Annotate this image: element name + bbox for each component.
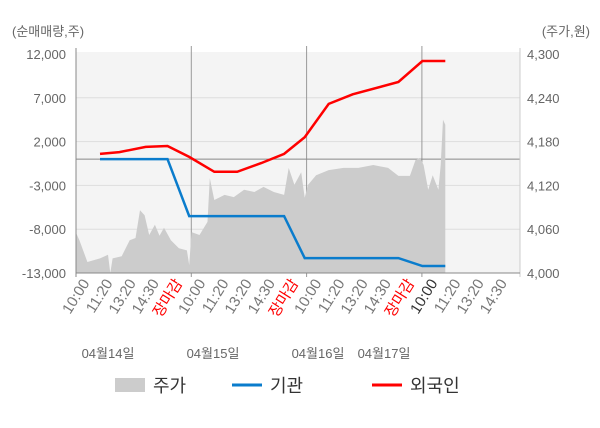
foreign-line: [99, 59, 446, 174]
left-tick-label: 12,000: [26, 47, 66, 62]
legend-swatch-price: [115, 378, 145, 392]
institution-line: [100, 157, 446, 268]
legend-label: 기관: [270, 376, 303, 396]
legend-label: 외국인: [410, 376, 460, 396]
right-tick-label: 4,000: [527, 266, 560, 281]
right-tick-label: 4,300: [527, 47, 560, 62]
right-tick-label: 4,060: [527, 222, 560, 237]
left-tick-label: -8,000: [29, 222, 66, 237]
left-axis-title: (순매매량,주): [12, 24, 84, 39]
right-axis-title: (주가,원): [542, 24, 590, 39]
left-tick-label: 2,000: [33, 135, 66, 150]
date-label: 04월17일: [358, 346, 411, 361]
left-tick-label: 7,000: [33, 91, 66, 106]
right-tick-label: 4,120: [527, 178, 560, 193]
right-tick-label: 4,240: [527, 91, 560, 106]
date-label: 04월15일: [187, 346, 240, 361]
legend-label: 주가: [153, 376, 186, 396]
left-tick-label: -13,000: [22, 266, 66, 281]
price-area: [76, 119, 446, 273]
left-tick-label: -3,000: [29, 178, 66, 193]
date-label: 04월16일: [292, 346, 345, 361]
date-label: 04월14일: [82, 346, 135, 361]
right-tick-label: 4,180: [527, 135, 560, 150]
